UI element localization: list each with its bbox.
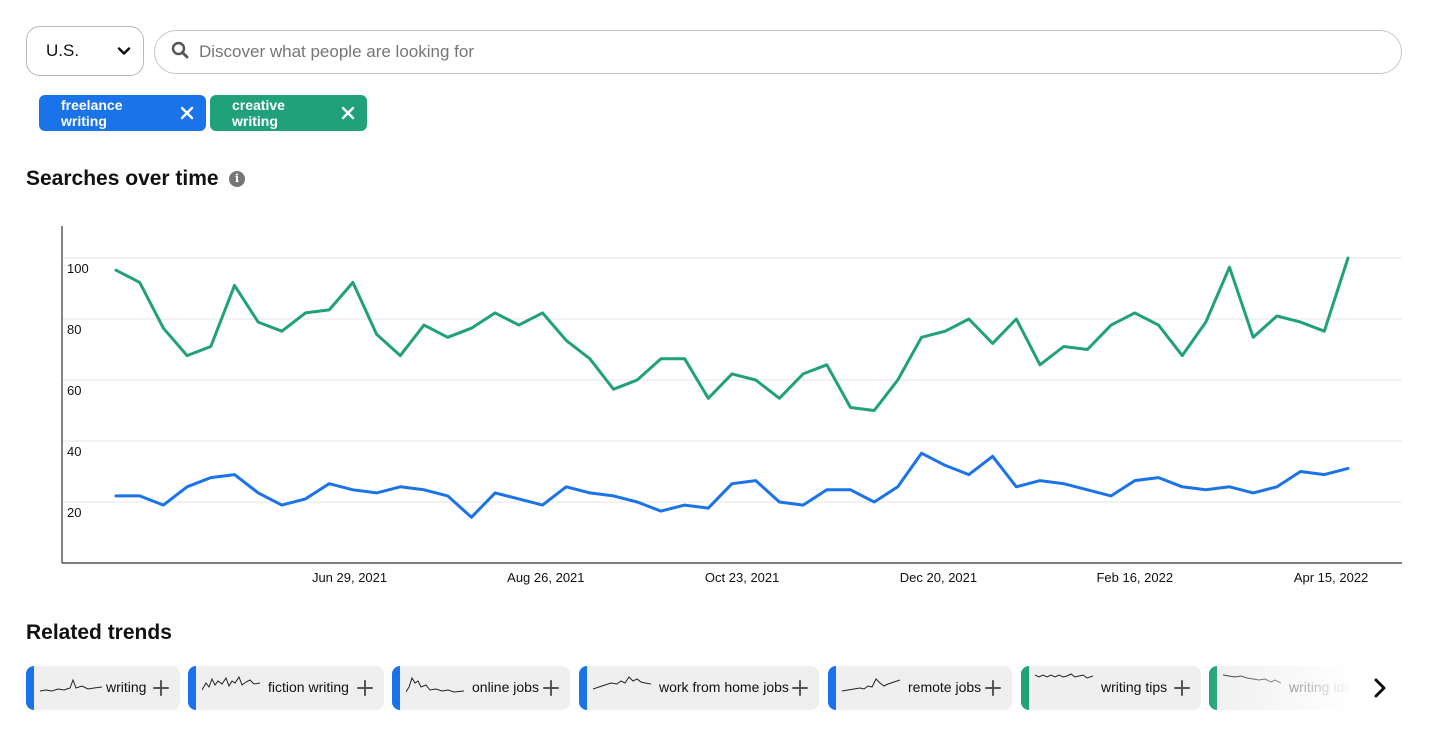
trend-color-stripe (392, 666, 400, 710)
related-trend-card[interactable]: writing tips (1021, 666, 1201, 710)
searches-over-time-title: Searches over time (26, 167, 219, 190)
x-tick-label: Dec 20, 2021 (900, 570, 977, 585)
sparkline (406, 676, 464, 693)
trend-color-stripe (828, 666, 836, 710)
chip-label: creative writing (232, 97, 285, 129)
trend-color-stripe (579, 666, 587, 710)
sparkline (202, 675, 260, 691)
related-trends-row: writing fiction writing online jobs work… (26, 666, 1366, 710)
related-trend-card[interactable]: fiction writing (188, 666, 384, 710)
related-trend-card[interactable]: online jobs (392, 666, 570, 710)
y-tick-label: 20 (67, 505, 81, 520)
related-trends-title: Related trends (26, 621, 172, 644)
trend-color-stripe (26, 666, 34, 710)
close-icon[interactable] (341, 106, 355, 120)
plus-icon[interactable] (984, 679, 1002, 697)
x-tick-label: Aug 26, 2021 (507, 570, 584, 585)
search-input[interactable] (199, 37, 1401, 67)
trend-color-stripe (188, 666, 196, 710)
trend-label: fiction writing (268, 679, 349, 695)
plus-icon[interactable] (356, 679, 374, 697)
series-line-freelance-writing (114, 451, 1350, 519)
related-trend-card[interactable]: writing ideas (1209, 666, 1366, 710)
plus-icon[interactable] (1173, 679, 1191, 697)
trend-label: online jobs (472, 679, 539, 695)
x-tick-label: Oct 23, 2021 (705, 570, 779, 585)
y-tick-label: 60 (67, 383, 81, 398)
x-tick-label: Apr 15, 2022 (1294, 570, 1368, 585)
related-trend-card[interactable]: remote jobs (828, 666, 1012, 710)
sparkline (1035, 673, 1093, 679)
y-tick-label: 40 (67, 444, 81, 459)
sparkline (1223, 674, 1281, 684)
trend-color-stripe (1021, 666, 1029, 710)
trend-label: writing (106, 679, 147, 695)
trend-label: writing ideas (1289, 679, 1366, 695)
keyword-chip-freelance-writing[interactable]: freelance writing (39, 95, 206, 131)
sparkline (40, 678, 102, 692)
plus-icon[interactable] (791, 679, 809, 697)
plus-icon[interactable] (1361, 679, 1366, 697)
related-trend-card[interactable]: writing (26, 666, 180, 710)
close-icon[interactable] (180, 106, 194, 120)
x-tick-label: Feb 16, 2022 (1096, 570, 1173, 585)
chevron-down-icon (117, 44, 131, 58)
plus-icon[interactable] (542, 679, 560, 697)
y-tick-label: 100 (67, 261, 89, 276)
plus-icon[interactable] (152, 679, 170, 697)
trend-color-stripe (1209, 666, 1217, 710)
sparkline (842, 678, 900, 692)
region-select-value: U.S. (46, 41, 80, 60)
series-line-creative-writing (114, 256, 1350, 412)
searches-line-chart: 20 40 60 80 100 Jun 29, 2021 Aug 26, 2021 Oct 2… (61, 226, 1402, 585)
y-tick-label: 80 (67, 322, 81, 337)
chip-label: freelance writing (61, 97, 123, 129)
trend-label: work from home jobs (659, 679, 789, 695)
related-trend-card[interactable]: work from home jobs (579, 666, 819, 710)
keyword-chip-creative-writing[interactable]: creative writing (210, 95, 367, 131)
chevron-right-icon[interactable] (1368, 676, 1392, 700)
trend-label: remote jobs (908, 679, 982, 695)
region-select[interactable]: U.S. (26, 26, 144, 76)
info-icon[interactable]: i (229, 171, 245, 187)
x-tick-label: Jun 29, 2021 (312, 570, 387, 585)
sparkline (593, 676, 651, 690)
search-icon (171, 41, 189, 64)
search-bar[interactable] (154, 30, 1402, 74)
trend-label: writing tips (1101, 679, 1168, 695)
